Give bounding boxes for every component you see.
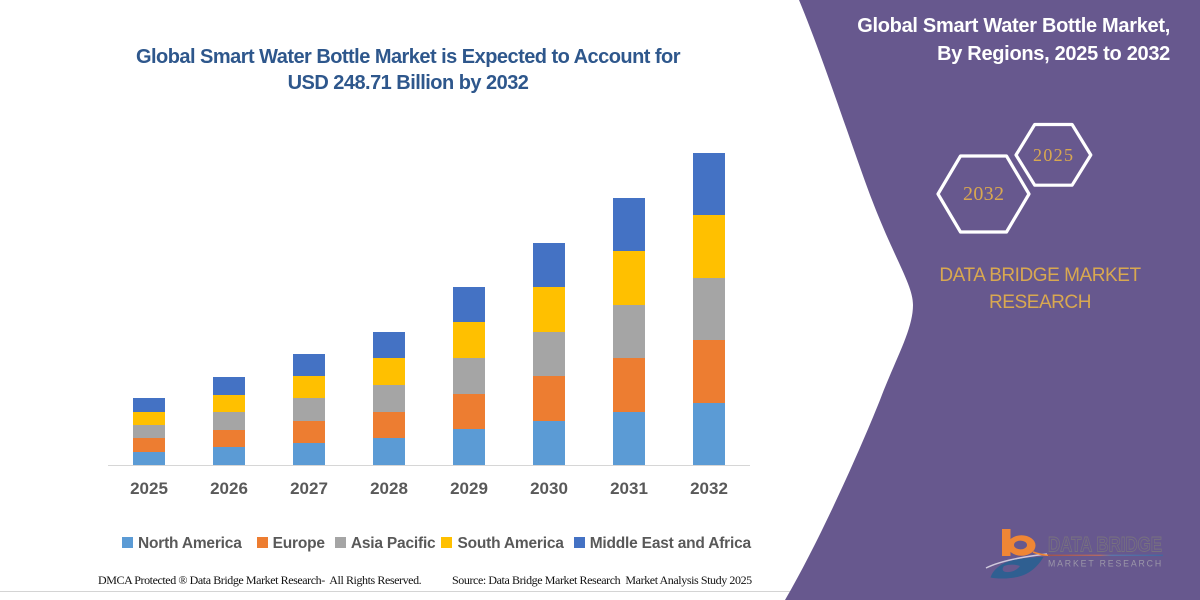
- svg-text:DATA BRIDGE: DATA BRIDGE: [1048, 534, 1162, 557]
- svg-text:2032: 2032: [963, 183, 1004, 205]
- svg-text:MARKET RESEARCH: MARKET RESEARCH: [1048, 559, 1163, 570]
- svg-text:2025: 2025: [1033, 145, 1073, 165]
